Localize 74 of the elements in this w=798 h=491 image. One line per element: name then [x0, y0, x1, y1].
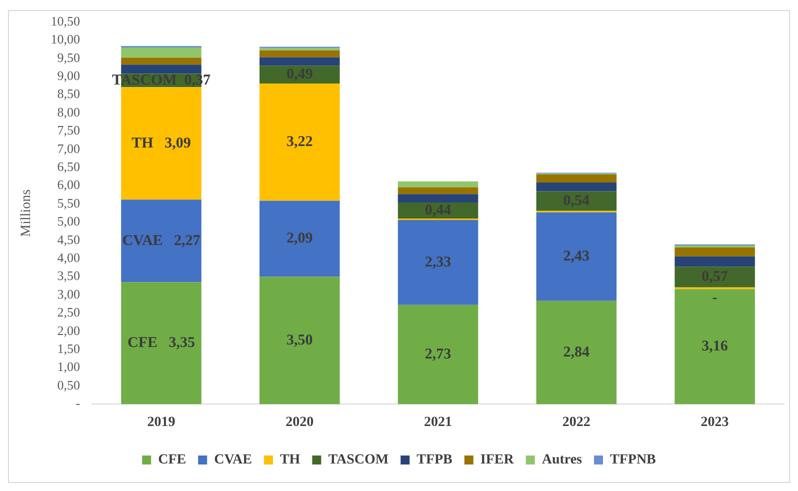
data-label: 2,09 — [286, 230, 313, 247]
bar — [536, 212, 617, 301]
legend-label: IFER — [480, 452, 515, 468]
bar — [536, 174, 617, 183]
data-label: 2,33 — [424, 254, 452, 270]
data-label: CFE 3,35 — [127, 335, 195, 352]
legend-label: TFPNB — [610, 452, 656, 468]
legend-label: Autres — [542, 452, 583, 468]
legend-label: TASCOM — [328, 452, 389, 468]
bar — [536, 182, 617, 192]
y-tick-label: 4,00 — [57, 250, 80, 266]
bar — [260, 200, 340, 277]
x-tick-label: 2021 — [424, 415, 452, 430]
bar — [260, 84, 340, 201]
y-tick-label: 9,50 — [57, 50, 80, 65]
bar — [398, 187, 478, 194]
data-label: CVAE 2,27 — [122, 232, 201, 249]
bar — [260, 50, 340, 58]
x-tick-label: 2020 — [286, 415, 314, 430]
data-label: 3,50 — [286, 332, 313, 348]
y-tick-label: 7,50 — [57, 122, 80, 138]
y-tick-label: 4,50 — [57, 232, 80, 247]
y-tick-label: 0,50 — [57, 377, 80, 392]
bar — [674, 266, 755, 288]
y-tick-label: 6,50 — [57, 159, 80, 174]
y-tick-label: - — [76, 396, 80, 411]
data-label: TH 3,09 — [132, 135, 191, 152]
bar — [121, 64, 202, 74]
data-label: 3,16 — [702, 338, 728, 355]
y-tick-label: 9,00 — [57, 68, 80, 84]
bar — [121, 58, 202, 65]
y-tick-label: 5,50 — [57, 195, 80, 210]
y-tick-label: 1,50 — [57, 341, 80, 356]
bar — [536, 300, 617, 404]
x-tick-label: 2023 — [700, 415, 729, 430]
x-tick-label: 2019 — [147, 415, 176, 430]
data-label: 3,22 — [286, 134, 313, 150]
bar — [121, 282, 202, 404]
bar — [121, 200, 202, 282]
data-label: 2,84 — [563, 344, 590, 360]
y-axis-title: Millions — [19, 189, 34, 237]
y-tick-label: 7,00 — [57, 140, 80, 156]
bar — [121, 87, 202, 200]
bar — [674, 289, 755, 404]
legend-label: TFPB — [416, 452, 452, 468]
bar — [260, 57, 340, 66]
bar — [398, 181, 478, 188]
bar — [674, 256, 755, 267]
bar — [121, 47, 202, 58]
y-tick-label: 6,00 — [57, 177, 80, 192]
data-label: - — [712, 290, 718, 306]
y-tick-label: 8,00 — [57, 104, 80, 120]
bar — [674, 247, 755, 256]
y-tick-label: 8,50 — [57, 86, 80, 102]
bar — [260, 66, 340, 84]
y-tick-label: 10,50 — [50, 13, 80, 28]
y-tick-label: 2,00 — [57, 322, 80, 338]
legend-label: TH — [280, 452, 300, 468]
legend-label: CFE — [158, 452, 186, 468]
y-tick-label: 3,00 — [57, 286, 80, 302]
data-label: 2,43 — [563, 248, 590, 264]
y-tick-label: 1,00 — [57, 359, 80, 374]
data-label: 2,73 — [424, 346, 452, 362]
y-tick-label: 3,50 — [57, 268, 80, 284]
y-tick-label: 10,00 — [50, 32, 80, 47]
y-tick-label: 5,00 — [57, 214, 80, 229]
bar — [260, 276, 340, 404]
x-tick-label: 2022 — [562, 415, 590, 430]
bar — [398, 194, 478, 203]
bar — [398, 304, 478, 404]
bar — [398, 220, 478, 305]
bar — [536, 191, 617, 211]
y-tick-label: 2,50 — [57, 304, 80, 320]
legend-label: CVAE — [214, 452, 252, 468]
